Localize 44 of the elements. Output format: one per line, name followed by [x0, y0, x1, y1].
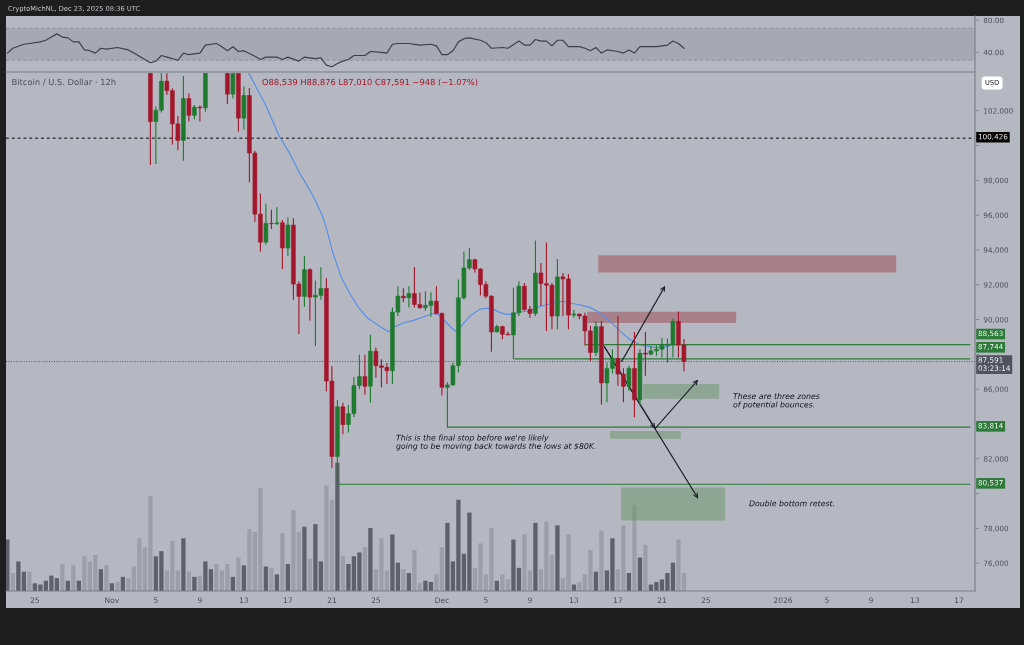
bar — [533, 522, 538, 591]
bar — [368, 527, 373, 591]
bar — [27, 571, 32, 591]
bar — [104, 565, 109, 591]
candlestick — [225, 73, 230, 105]
candlestick — [626, 365, 632, 392]
candlestick — [571, 309, 577, 319]
candlestick — [197, 104, 203, 123]
bar — [115, 582, 120, 591]
bar — [241, 565, 247, 591]
bar — [362, 547, 368, 591]
candlestick — [241, 85, 247, 131]
candlestick — [406, 285, 412, 308]
bar — [60, 563, 65, 591]
bar — [307, 558, 313, 591]
candlestick — [230, 73, 236, 100]
bar — [181, 538, 186, 591]
text: O88,539 H88,876 L87,010 C87,591 −948 (−1.07%) — [262, 78, 478, 87]
candlestick — [263, 203, 269, 246]
candlestick — [340, 402, 346, 435]
bar — [555, 525, 560, 591]
bar — [285, 563, 291, 591]
bar — [302, 526, 307, 591]
bar — [401, 569, 406, 591]
bar — [335, 462, 340, 591]
bar — [236, 557, 241, 591]
candlestick — [362, 354, 368, 396]
bar — [6, 539, 10, 591]
candlestick — [285, 216, 291, 257]
candlestick — [274, 206, 280, 226]
line-series — [6, 33, 685, 68]
bar — [71, 565, 76, 591]
bar — [637, 557, 643, 591]
bar — [340, 556, 346, 591]
bar — [643, 544, 648, 591]
bar — [632, 504, 637, 591]
bar — [599, 530, 604, 591]
bar — [280, 533, 285, 591]
candlestick — [269, 209, 274, 230]
candlestick — [643, 331, 648, 377]
bar — [192, 576, 197, 591]
text: Bitcoin / U.S. Dollar · 12h — [12, 78, 116, 86]
candlestick — [186, 92, 192, 123]
bar — [269, 567, 274, 591]
